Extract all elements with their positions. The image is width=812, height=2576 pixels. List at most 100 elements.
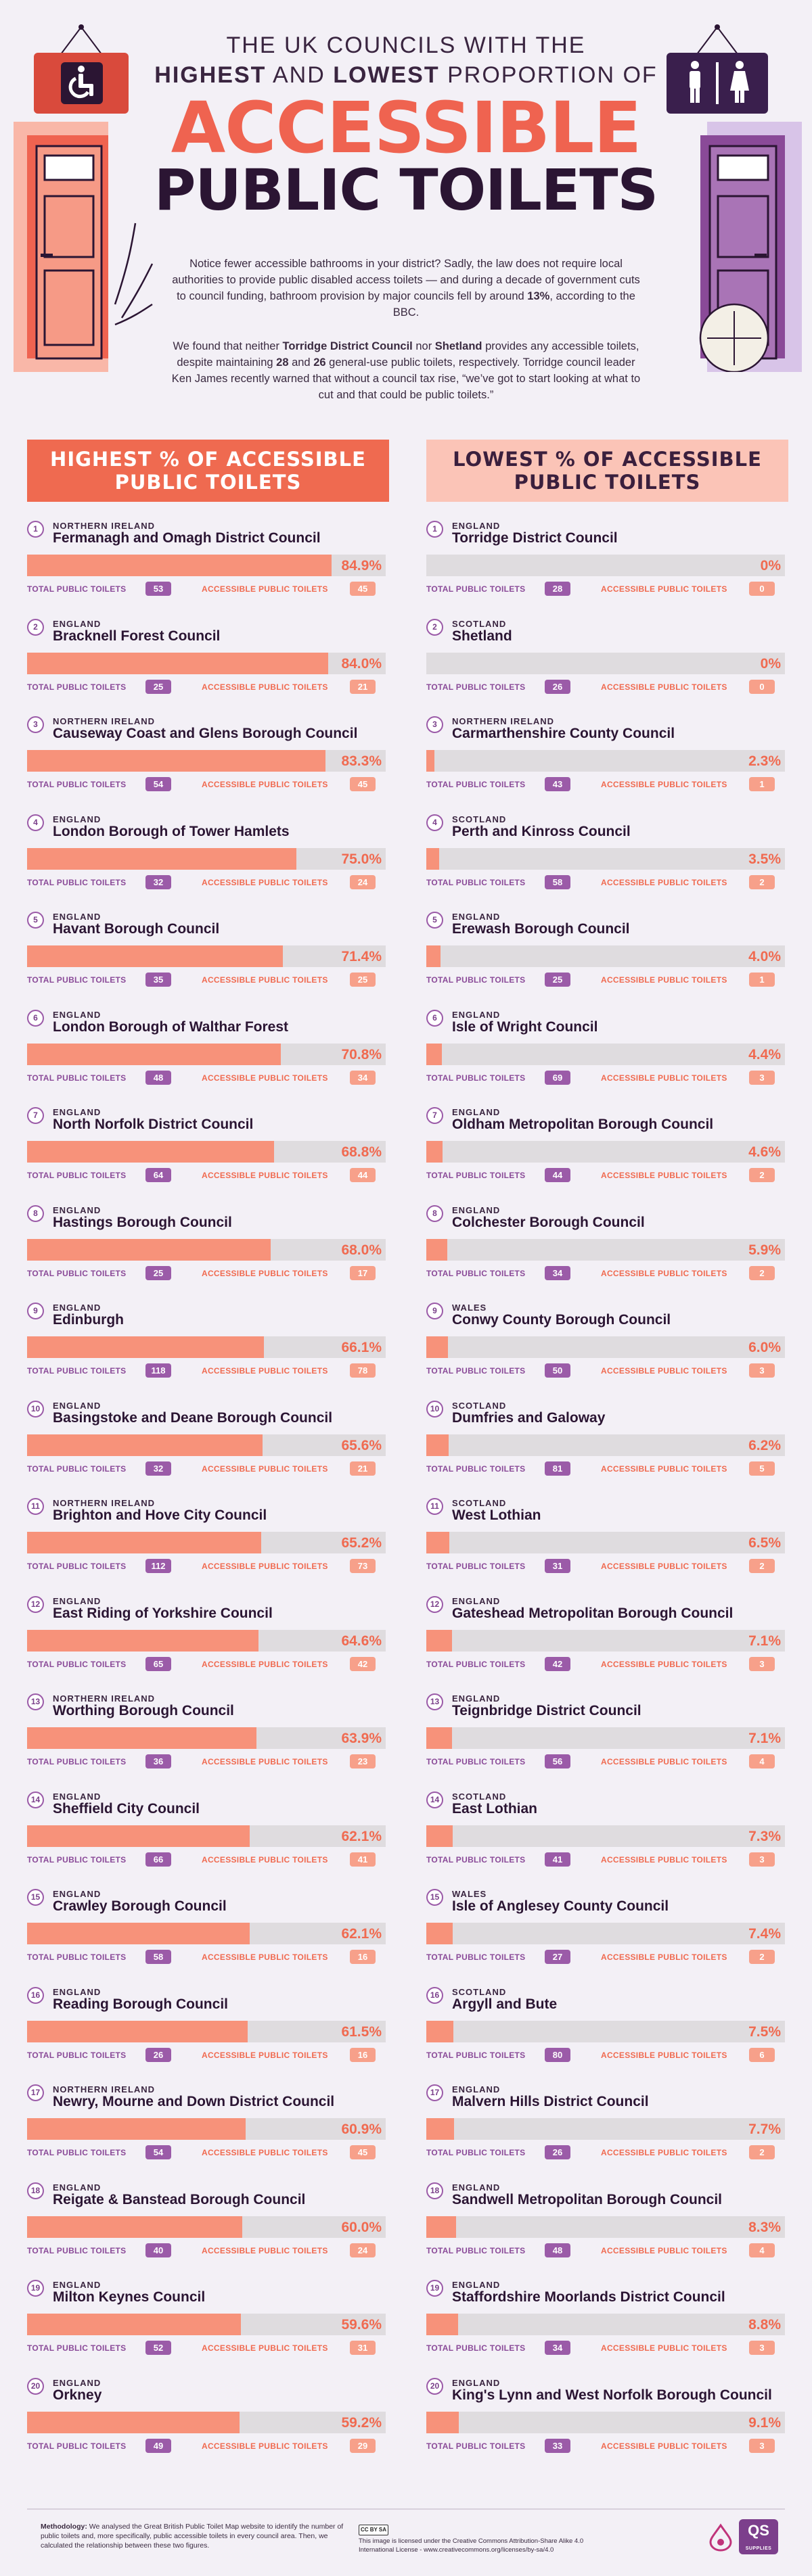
bar-value-label: 60.0%: [341, 2219, 382, 2235]
bar-track: 4.6%: [426, 1141, 785, 1163]
bar: [27, 555, 332, 576]
total-label: TOTAL PUBLIC TOILETS: [426, 1268, 526, 1278]
rank-badge: 3: [27, 716, 44, 733]
bar-value-label: 6.2%: [748, 1437, 781, 1453]
bar: [27, 750, 326, 772]
region-label: ENGLAND: [53, 814, 102, 824]
council-name: North Norfolk District Council: [53, 1117, 254, 1132]
accessible-count: 24: [350, 874, 376, 889]
region-label: ENGLAND: [53, 1889, 102, 1899]
rank-badge: 19: [27, 2280, 44, 2297]
bar-track: 8.8%: [426, 2314, 785, 2335]
bar-track: 3.5%: [426, 847, 785, 870]
accessible-count: 23: [350, 1754, 376, 1769]
license-note: This image is licensed under the Creativ…: [359, 2537, 584, 2554]
door-window: [717, 154, 769, 181]
region-label: SCOTLAND: [452, 1498, 507, 1508]
council-name: Hastings Borough Council: [53, 1214, 232, 1230]
ranking-entry: 7 ENGLAND Oldham Metropolitan Borough Coun…: [426, 1088, 788, 1186]
ranking-entry: 14 ENGLAND Sheffield City Council 62.1% TOTA…: [27, 1773, 389, 1871]
region-label: ENGLAND: [53, 2182, 102, 2193]
bar-value-label: 61.5%: [341, 2023, 382, 2040]
accessible-count: 2: [749, 1265, 775, 1280]
rank-badge: 4: [27, 814, 44, 831]
footer: Methodology: We analysed the Great Briti…: [27, 2508, 785, 2562]
rank-badge: 18: [27, 2182, 44, 2199]
qs-supplies-logo[interactable]: QS SUPPLIES: [704, 2519, 782, 2554]
council-name: Isle of Wright Council: [452, 1018, 598, 1035]
total-count: 53: [145, 582, 171, 596]
rank-badge: 19: [426, 2280, 443, 2297]
total-count: 49: [145, 2438, 171, 2453]
bar-track: 65.2%: [27, 1532, 386, 1553]
total-count: 28: [545, 582, 570, 596]
bar: [27, 1532, 261, 1553]
total-count: 32: [145, 874, 171, 889]
total-label: TOTAL PUBLIC TOILETS: [27, 2148, 127, 2157]
total-label: TOTAL PUBLIC TOILETS: [426, 1659, 526, 1669]
total-count: 48: [545, 2243, 570, 2257]
council-name: Reading Borough Council: [53, 1996, 228, 2012]
bar: [27, 847, 296, 870]
total-count: 31: [545, 1559, 570, 1573]
rank-badge: 2: [27, 618, 44, 636]
total-count: 66: [145, 1852, 171, 1867]
total-label: TOTAL PUBLIC TOILETS: [426, 1562, 526, 1571]
bar-value-label: 8.8%: [748, 2317, 781, 2333]
ranking-entry: 3 NORTHERN IRELAND Causeway Coast and Glen…: [27, 697, 389, 795]
bar-track: 6.5%: [426, 1532, 785, 1553]
accessible-count: 73: [350, 1559, 376, 1573]
council-name: Perth and Kinross Council: [452, 823, 631, 839]
ranking-entry: 8 ENGLAND Colchester Borough Council 5.9% TO…: [426, 1186, 788, 1284]
council-name: Oldham Metropolitan Borough Council: [452, 1117, 714, 1132]
total-count: 36: [145, 1754, 171, 1769]
accessible-label: ACCESSIBLE PUBLIC TOILETS: [202, 2441, 328, 2451]
total-count: 54: [145, 777, 171, 791]
bar-track: 66.1%: [27, 1336, 386, 1358]
ranking-entry: 15 WALES Isle of Anglesey County Council 7.…: [426, 1870, 788, 1968]
accessible-label: ACCESSIBLE PUBLIC TOILETS: [202, 1757, 328, 1766]
bar-track: 70.8%: [27, 1043, 386, 1065]
council-name: Havant Borough Council: [53, 921, 220, 937]
total-count: 26: [545, 2145, 570, 2159]
bar-value-label: 4.6%: [748, 1144, 781, 1160]
total-count: 41: [545, 1852, 570, 1867]
bar: [426, 2216, 456, 2238]
rank-badge: 13: [426, 1693, 443, 1710]
sign-divider: [716, 62, 719, 104]
bar-track: 68.0%: [27, 1238, 386, 1261]
bar-value-label: 7.5%: [748, 2023, 781, 2040]
ranking-entry: 16 SCOTLAND Argyll and Bute 7.5% TOTAL PUBLI…: [426, 1968, 788, 2066]
council-name: Sandwell Metropolitan Borough Council: [452, 2191, 722, 2207]
accessible-door-illustration: [14, 24, 154, 372]
accessible-count: 45: [350, 777, 376, 791]
intro-paragraph-2: We found that neither Torridge District …: [171, 340, 641, 401]
bar-value-label: 71.4%: [341, 949, 382, 964]
council-name: Erewash Borough Council: [452, 921, 630, 937]
bar-value-label: 68.8%: [341, 1144, 382, 1160]
accessible-label: ACCESSIBLE PUBLIC TOILETS: [202, 1268, 328, 1278]
region-label: ENGLAND: [53, 1400, 102, 1411]
bar-value-label: 7.1%: [748, 1633, 781, 1649]
accessible-label: ACCESSIBLE PUBLIC TOILETS: [601, 2441, 727, 2451]
bar-value-label: 62.1%: [341, 1926, 382, 1942]
accessible-label: ACCESSIBLE PUBLIC TOILETS: [202, 1659, 328, 1669]
rank-badge: 17: [27, 2084, 44, 2101]
bar-track: 71.4%: [27, 945, 386, 967]
bar-value-label: 70.8%: [341, 1046, 382, 1062]
accessible-count: 2: [749, 1950, 775, 1964]
total-label: TOTAL PUBLIC TOILETS: [426, 682, 526, 692]
total-count: 40: [145, 2243, 171, 2257]
council-name: King's Lynn and West Norfolk Borough Cou…: [452, 2387, 772, 2403]
rank-badge: 13: [27, 1693, 44, 1710]
logo-square: QS SUPPLIES: [739, 2519, 778, 2554]
region-label: NORTHERN IRELAND: [53, 1498, 156, 1508]
rank-badge: 16: [27, 1986, 44, 2004]
ranking-entry: 8 ENGLAND Hastings Borough Council 68.0% TOT…: [27, 1186, 389, 1284]
total-label: TOTAL PUBLIC TOILETS: [426, 1073, 526, 1083]
bar: [426, 2020, 453, 2042]
bar-track: 0%: [426, 652, 785, 674]
total-label: TOTAL PUBLIC TOILETS: [426, 2050, 526, 2060]
wheelchair-icon: [68, 66, 93, 99]
accessible-count: 1: [749, 777, 775, 791]
